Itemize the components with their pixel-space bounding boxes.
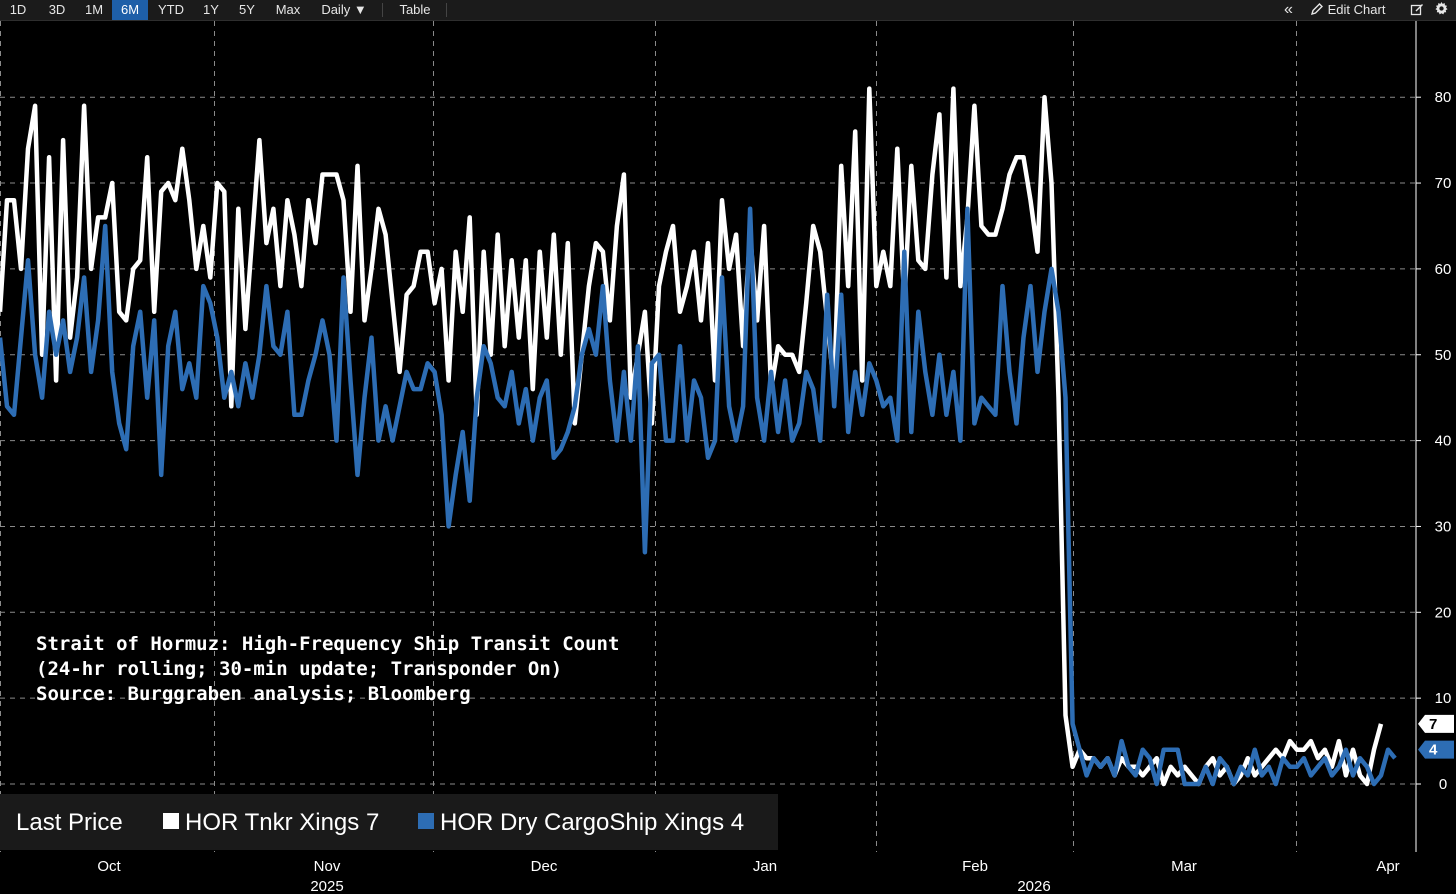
annotation-line: (24-hr rolling; 30-min update; Transpond… [36,658,562,680]
y-tick-label: 20 [1435,604,1452,621]
y-tick-label: 0 [1439,776,1447,793]
chart-toolbar: 1D 3D 1M 6M YTD 1Y 5Y Max Daily ▼ Table « Edit … [0,0,1456,21]
toolbar-divider [382,3,383,17]
frequency-dropdown[interactable]: Daily ▼ [321,2,367,17]
edit-box-icon [1410,4,1423,16]
y-tick-label: 10 [1435,690,1452,707]
x-tick-label: Feb [962,858,988,875]
legend-swatch-tanker [163,813,179,829]
period-button-ytd[interactable]: YTD [158,2,184,17]
table-button[interactable]: Table [399,2,431,17]
toolbar-divider [446,3,447,17]
annotation-line: Strait of Hormuz: High-Frequency Ship Tr… [36,633,619,655]
chart-annotation: Strait of Hormuz: High-Frequency Ship Tr… [36,633,619,705]
chart-legend: Last Price HOR Tnkr Xings 7 HOR Dry Carg… [0,794,778,850]
edit-chart-label: Edit Chart [1327,2,1386,17]
x-tick-label: Oct [97,858,121,875]
legend-entry-dry-cargo: HOR Dry CargoShip Xings 4 [440,809,744,836]
y-tick-label: 70 [1435,175,1452,192]
legend-background [0,794,778,850]
period-button-1m[interactable]: 1M [84,2,104,17]
period-button-max[interactable]: Max [275,2,301,17]
period-button-5y[interactable]: 5Y [239,2,255,17]
x-tick-label: Apr [1376,858,1399,875]
chart-area: 0 10 20 30 40 50 60 70 80 Oct 2025 Nov Dec Jan Feb 202… [0,21,1456,894]
last-value-label: 7 [1429,716,1437,733]
period-button-1d[interactable]: 1D [9,2,27,17]
series-line-dry-cargo [0,206,1397,787]
annotation-line: Source: Burggraben analysis; Bloomberg [36,683,471,705]
last-value-label: 4 [1429,742,1438,759]
pencil-icon [1310,3,1323,16]
x-tick-label: Dec [531,858,558,875]
gear-icon [1435,1,1448,15]
y-tick-label: 40 [1435,433,1452,450]
period-button-3d[interactable]: 3D [48,2,66,17]
period-button-6m[interactable]: 6M [112,0,148,20]
y-tick-label: 30 [1435,518,1452,535]
legend-title: Last Price [16,809,123,836]
x-tick-label: Jan [753,858,777,875]
last-value-marker-dry-cargo [1418,740,1454,759]
y-tick-label: 80 [1435,89,1452,106]
x-tick-year-label: 2025 [310,878,343,894]
legend-swatch-dry-cargo [418,813,434,829]
legend-entry-tanker: HOR Tnkr Xings 7 [185,809,379,836]
edit-chart-button[interactable]: Edit Chart [1310,0,1406,20]
settings-button[interactable] [1434,0,1450,20]
last-value-marker-tanker [1418,714,1454,733]
x-tick-label: Nov [314,858,341,875]
collapse-button[interactable]: « [1284,1,1293,18]
export-icon-button[interactable] [1410,0,1426,20]
y-tick-label: 60 [1435,261,1452,278]
period-button-1y[interactable]: 1Y [203,2,219,17]
x-tick-label: Mar [1171,858,1197,875]
y-tick-label: 50 [1435,347,1452,364]
x-tick-year-label: 2026 [1017,878,1050,894]
